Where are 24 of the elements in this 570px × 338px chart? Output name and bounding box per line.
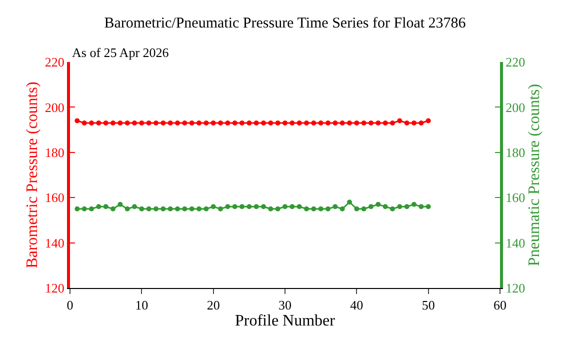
x-tick-label: 30 — [278, 298, 292, 313]
y-tick-label: 120 — [44, 280, 64, 296]
y-tick-label: 220 — [44, 54, 64, 70]
y2-tick-label: 160 — [506, 190, 526, 206]
x-tick-label: 50 — [422, 298, 435, 313]
y-tick-label: 160 — [44, 190, 64, 206]
y-tick-label: 140 — [44, 235, 64, 250]
x-tick-label: 0 — [66, 298, 74, 313]
x-tick-label: 10 — [135, 298, 148, 313]
y-axis-title: Barometric Pressure (counts) — [24, 82, 41, 268]
y2-tick-label: 220 — [506, 54, 526, 70]
y2-axis-title: Pneumatic Pressure (counts) — [526, 84, 543, 266]
y2-tick-label: 140 — [506, 235, 526, 250]
x-tick-label: 60 — [494, 298, 506, 313]
x-tick-label: 20 — [206, 298, 220, 313]
chart-title: Barometric/Pneumatic Pressure Time Series for Float 23786 — [104, 15, 466, 32]
y2-tick-label: 120 — [506, 280, 526, 296]
chart-subtitle: As of 25 Apr 2026 — [72, 45, 170, 60]
y2-tick-label: 200 — [506, 100, 526, 115]
x-tick-label: 40 — [350, 298, 364, 313]
x-axis-title: Profile Number — [235, 312, 336, 330]
y-tick-label: 180 — [44, 144, 64, 160]
y-tick-label: 200 — [44, 100, 64, 115]
y2-tick-label: 180 — [506, 144, 526, 160]
